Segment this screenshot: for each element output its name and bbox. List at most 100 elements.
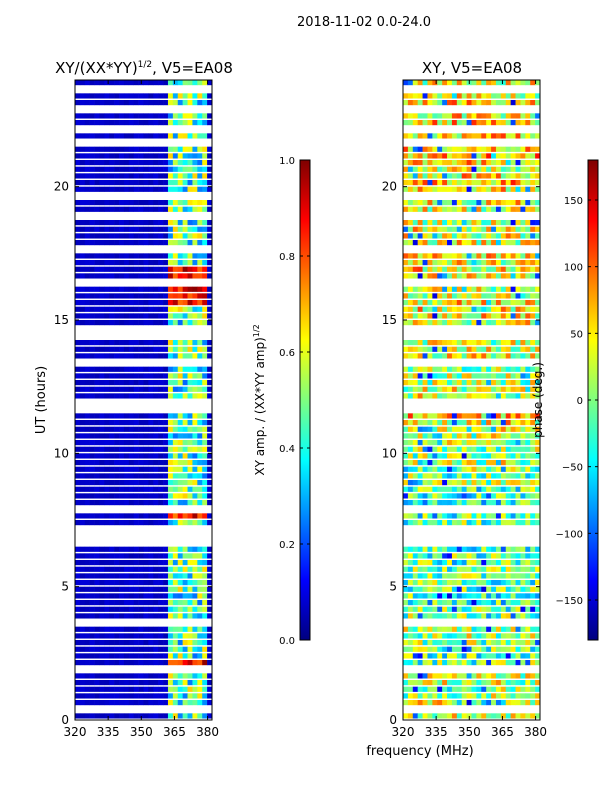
heat-cell <box>172 180 179 186</box>
heat-cell <box>505 186 511 192</box>
heat-cell <box>451 593 458 599</box>
heat-cell <box>104 173 110 179</box>
heat-cell <box>192 340 198 346</box>
heat-cell <box>456 546 463 552</box>
heat-cell <box>461 426 467 432</box>
heat-cell <box>535 493 541 499</box>
heat-cell <box>442 286 448 292</box>
heat-cell <box>515 200 521 206</box>
heat-cell <box>114 713 120 719</box>
heat-cell <box>158 253 164 259</box>
heat-cell <box>89 493 95 499</box>
heat-cell <box>75 633 81 639</box>
heat-cell <box>491 473 497 479</box>
heat-cell <box>133 500 139 506</box>
heat-cell <box>143 180 149 186</box>
heat-cell <box>79 353 86 359</box>
heat-cell <box>187 320 193 326</box>
heat-cell <box>427 580 433 586</box>
heat-cell <box>207 320 213 326</box>
heat-cell <box>447 626 453 632</box>
heat-cell <box>104 713 110 719</box>
heat-cell <box>128 220 135 226</box>
heat-cell <box>403 393 409 399</box>
heat-cell <box>407 380 414 386</box>
heat-cell <box>89 306 95 312</box>
heat-cell <box>520 380 526 386</box>
heat-cell <box>172 633 179 639</box>
heat-cell <box>491 233 497 239</box>
heat-cell <box>114 320 120 326</box>
heat-cell <box>407 240 414 246</box>
heat-cell <box>99 153 105 159</box>
heat-cell <box>447 346 453 352</box>
heat-cell <box>491 420 497 426</box>
heat-cell <box>133 240 139 246</box>
heat-cell <box>500 420 507 426</box>
heat-cell <box>451 373 458 379</box>
heat-cell <box>412 680 418 686</box>
heat-cell <box>486 340 492 346</box>
heat-cell <box>79 460 86 466</box>
heat-cell <box>119 173 125 179</box>
heat-cell <box>471 346 477 352</box>
heat-cell <box>143 626 149 632</box>
heat-cell <box>84 673 90 679</box>
heat-cell <box>451 606 458 612</box>
heat-cell <box>442 353 448 359</box>
heat-cell <box>456 606 463 612</box>
heat-cell <box>84 120 90 126</box>
heat-cell <box>172 166 179 172</box>
heat-cell <box>407 633 414 639</box>
heat-cell <box>422 653 428 659</box>
heat-cell <box>133 313 139 319</box>
heat-cell <box>197 700 203 706</box>
heat-cell <box>412 153 418 159</box>
heat-cell <box>163 586 169 592</box>
heat-cell <box>158 386 164 392</box>
heat-cell <box>163 173 169 179</box>
heat-cell <box>187 300 193 306</box>
heat-cell <box>461 273 467 279</box>
heat-cell <box>75 440 81 446</box>
heat-cell <box>109 546 115 552</box>
heat-cell <box>158 680 164 686</box>
heat-cell <box>427 220 433 226</box>
heat-cell <box>432 133 438 139</box>
heat-cell <box>456 633 463 639</box>
heat-cell <box>84 266 90 272</box>
heat-cell <box>158 206 164 212</box>
heat-cell <box>500 560 507 566</box>
heat-cell <box>167 273 174 279</box>
heat-cell <box>515 426 521 432</box>
heat-cell <box>182 480 188 486</box>
heat-cell <box>167 233 174 239</box>
heat-cell <box>187 160 193 166</box>
heat-cell <box>442 480 448 486</box>
heat-cell <box>432 260 438 266</box>
heat-cell <box>104 693 110 699</box>
heat-cell <box>133 413 139 419</box>
heat-cell <box>427 700 433 706</box>
heat-cell <box>442 626 448 632</box>
heat-cell <box>442 160 448 166</box>
heat-cell <box>525 413 531 419</box>
heat-cell <box>437 600 443 606</box>
heat-cell <box>486 680 492 686</box>
heat-cell <box>119 466 125 472</box>
heat-cell <box>207 353 213 359</box>
heat-cell <box>128 520 135 526</box>
heat-cell <box>476 473 482 479</box>
heat-cell <box>192 606 198 612</box>
heat-cell <box>123 546 130 552</box>
heat-cell <box>510 273 516 279</box>
heat-cell <box>119 186 125 192</box>
heat-cell <box>104 320 110 326</box>
heat-cell <box>412 453 418 459</box>
heat-cell <box>491 646 497 652</box>
heat-cell <box>471 120 477 126</box>
heat-cell <box>515 460 521 466</box>
heat-cell <box>461 673 467 679</box>
heat-cell <box>422 473 428 479</box>
heat-cell <box>109 340 115 346</box>
